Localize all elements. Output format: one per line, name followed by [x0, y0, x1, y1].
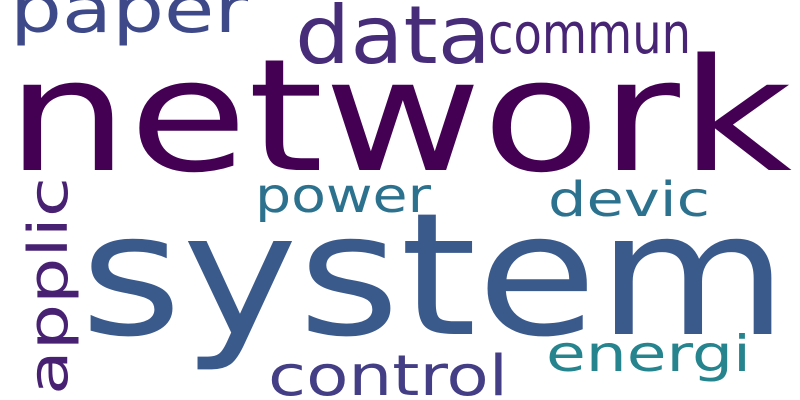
word-applic: applic: [17, 177, 80, 395]
word-control: control: [268, 344, 508, 400]
word-network: network: [6, 25, 792, 207]
word-data: data: [295, 0, 491, 82]
word-paper: paper: [10, 0, 249, 48]
word-power: power: [255, 168, 431, 224]
word-commun: commun: [488, 2, 691, 67]
word-devic: devic: [548, 172, 710, 228]
word-energi: energi: [546, 325, 751, 383]
word-system: system: [80, 177, 788, 375]
